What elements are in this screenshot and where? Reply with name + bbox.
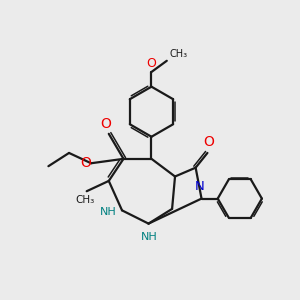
Text: NH: NH — [141, 232, 158, 242]
Text: CH₃: CH₃ — [169, 49, 187, 59]
Text: O: O — [146, 57, 156, 70]
Text: CH₃: CH₃ — [76, 195, 95, 205]
Text: NH: NH — [99, 207, 116, 217]
Text: O: O — [100, 117, 111, 131]
Text: N: N — [195, 180, 205, 193]
Text: O: O — [80, 156, 91, 170]
Text: O: O — [203, 135, 214, 149]
